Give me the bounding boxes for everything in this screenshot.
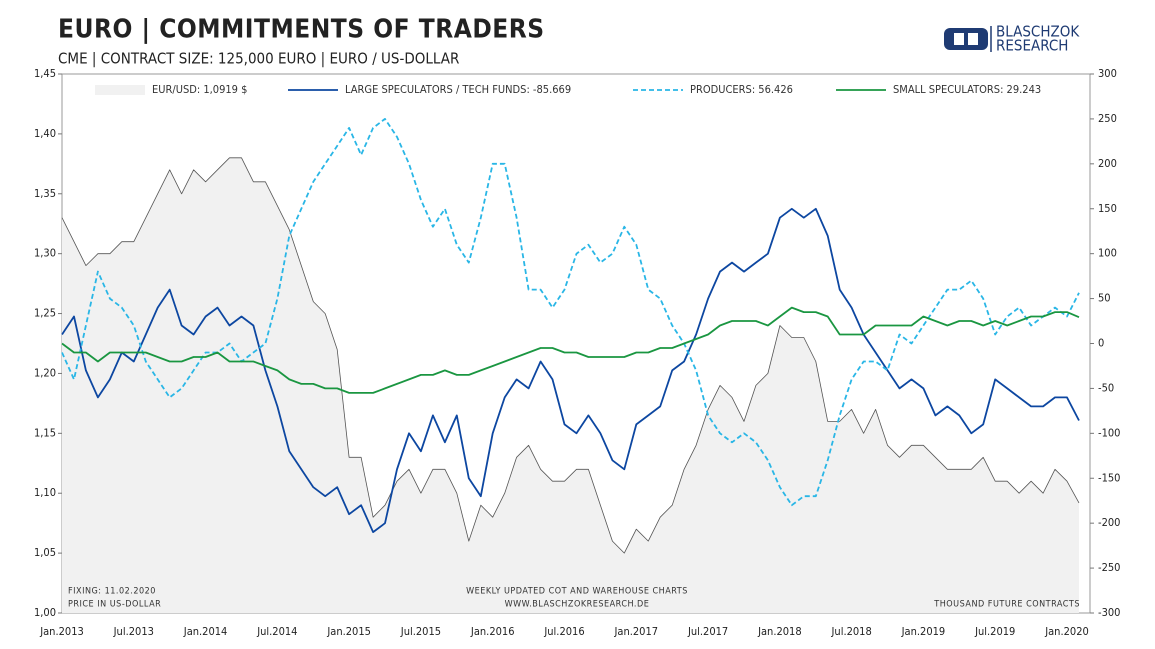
y2-tick-label: -200 xyxy=(1098,516,1120,529)
logo-icon xyxy=(968,33,978,45)
y2-tick-label: 0 xyxy=(1098,337,1104,350)
series-line xyxy=(61,306,1080,394)
x-tick-label: Jan.2013 xyxy=(39,625,84,638)
y2-tick-label: -50 xyxy=(1098,381,1114,394)
legend-label: SMALL SPECULATORS: 29.243 xyxy=(893,83,1041,96)
y-tick-label: 1,20 xyxy=(34,366,56,379)
y2-tick-label: -100 xyxy=(1098,426,1120,439)
y-tick-label: 1,25 xyxy=(34,307,56,320)
logo-icon xyxy=(954,33,964,45)
x-tick-label: Jan.2015 xyxy=(326,625,371,638)
x-tick-label: Jul.2015 xyxy=(400,625,441,638)
x-tick-label: Jul.2019 xyxy=(974,625,1015,638)
x-tick-label: Jan.2018 xyxy=(757,625,802,638)
annotation: WWW.BLASCHZOKRESEARCH.DE xyxy=(505,600,650,610)
x-tick-label: Jan.2020 xyxy=(1044,625,1089,638)
legend-swatch xyxy=(95,85,145,95)
logo: BLASCHZOK RESEARCH xyxy=(944,23,1080,55)
y2-tick-label: 250 xyxy=(1098,112,1117,125)
x-tick-label: Jul.2013 xyxy=(113,625,154,638)
y2-tick-label: 200 xyxy=(1098,157,1117,170)
x-tick-label: Jul.2018 xyxy=(831,625,872,638)
y2-tick-label: -300 xyxy=(1098,606,1120,619)
y-tick-label: 1,30 xyxy=(34,247,56,260)
y-tick-label: 1,40 xyxy=(34,127,56,140)
legend-box xyxy=(66,80,1083,100)
logo-icon xyxy=(944,28,988,50)
series-line xyxy=(61,207,1080,533)
y-tick-label: 1,45 xyxy=(34,67,56,80)
x-tick-label: Jul.2017 xyxy=(687,625,728,638)
y2-tick-label: 50 xyxy=(1098,292,1111,305)
y-tick-label: 1,00 xyxy=(34,606,56,619)
legend-label: EUR/USD: 1,0919 $ xyxy=(152,83,247,96)
area xyxy=(62,157,1079,614)
chart-subtitle: CME | CONTRACT SIZE: 125,000 EURO | EURO… xyxy=(58,50,459,68)
annotation: FIXING: 11.02.2020 xyxy=(68,587,156,597)
x-tick-label: Jul.2014 xyxy=(256,625,297,638)
series-line xyxy=(61,157,1080,554)
y2-tick-label: -150 xyxy=(1098,471,1120,484)
y-tick-label: 1,10 xyxy=(34,486,56,499)
annotation: PRICE IN US-DOLLAR xyxy=(68,600,161,610)
x-tick-label: Jan.2019 xyxy=(901,625,946,638)
y2-tick-label: 150 xyxy=(1098,202,1117,215)
annotation: WEEKLY UPDATED COT AND WAREHOUSE CHARTS xyxy=(466,587,688,597)
chart-title: EURO | COMMITMENTS OF TRADERS xyxy=(58,15,545,45)
y-tick-label: 1,35 xyxy=(34,187,56,200)
annotation: THOUSAND FUTURE CONTRACTS xyxy=(933,600,1080,610)
logo-text: BLASCHZOK xyxy=(996,23,1080,41)
y-tick-label: 1,15 xyxy=(34,426,56,439)
x-tick-label: Jul.2016 xyxy=(543,625,584,638)
y2-tick-label: -250 xyxy=(1098,561,1120,574)
logo-text: RESEARCH xyxy=(996,37,1068,55)
legend-label: LARGE SPECULATORS / TECH FUNDS: -85.669 xyxy=(345,83,571,96)
y2-tick-label: 100 xyxy=(1098,247,1117,260)
series-line xyxy=(61,118,1080,507)
x-tick-label: Jan.2014 xyxy=(183,625,228,638)
y-tick-label: 1,05 xyxy=(34,546,56,559)
y2-tick-label: 300 xyxy=(1098,67,1117,80)
legend-label: PRODUCERS: 56.426 xyxy=(690,83,793,96)
x-tick-label: Jan.2017 xyxy=(613,625,658,638)
x-tick-label: Jan.2016 xyxy=(470,625,515,638)
